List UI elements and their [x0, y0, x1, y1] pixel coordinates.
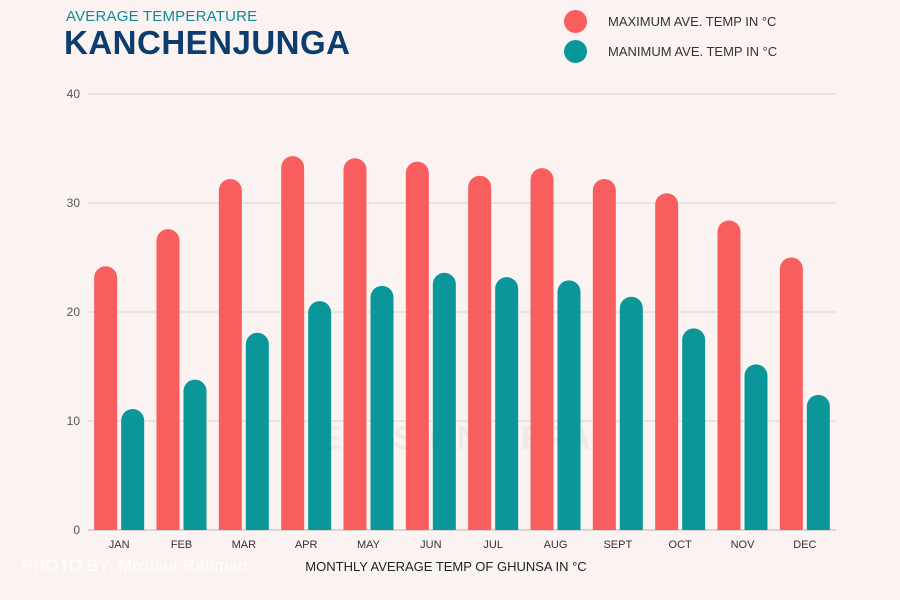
legend-label-max: MAXIMUM AVE. TEMP IN °C	[608, 14, 777, 29]
x-tick-label: AUG	[544, 539, 568, 551]
legend-label-min: MANIMUM AVE. TEMP IN °C	[608, 44, 778, 59]
bar-min	[370, 285, 394, 530]
bar-max	[343, 158, 367, 530]
x-axis-title: MONTHLY AVERAGE TEMP OF GHUNSA IN °C	[305, 559, 586, 574]
bar-max	[405, 161, 429, 530]
x-tick-label: JAN	[109, 539, 130, 551]
y-tick-label: 20	[67, 305, 81, 319]
y-tick-label: 30	[67, 196, 81, 210]
x-tick-label: JUN	[420, 539, 441, 551]
bar-min	[495, 277, 519, 530]
bar-max	[779, 257, 803, 530]
x-tick-label: MAR	[232, 539, 257, 551]
chart-title: KANCHENJUNGA	[64, 24, 351, 61]
bar-min	[245, 332, 269, 530]
x-tick-label: NOV	[731, 539, 756, 551]
bar-max	[468, 175, 492, 531]
bar-min	[432, 272, 456, 530]
x-tick-label: SEPT	[603, 539, 632, 551]
bar-max	[281, 156, 305, 530]
legend-swatch-min	[564, 40, 587, 63]
bar-max	[530, 168, 554, 530]
bar-min	[557, 280, 581, 530]
x-tick-label: OCT	[669, 539, 693, 551]
x-tick-label: FEB	[171, 539, 192, 551]
bar-max	[592, 179, 616, 530]
bar-min	[121, 409, 145, 530]
bar-min	[308, 301, 332, 530]
bar-max	[655, 193, 679, 531]
y-tick-label: 10	[67, 414, 81, 428]
bar-min	[806, 394, 830, 530]
bar-max	[156, 229, 180, 530]
bar-max	[717, 220, 741, 530]
x-tick-label: MAY	[357, 539, 381, 551]
bar-max	[94, 266, 118, 530]
chart-subtitle: AVERAGE TEMPERATURE	[66, 8, 258, 25]
photo-credit: PHOTO BY: Moshiur Rahman	[22, 556, 248, 575]
x-tick-label: APR	[295, 539, 318, 551]
x-tick-label: JUL	[483, 539, 503, 551]
bar-min	[183, 379, 207, 530]
x-tick-label: DEC	[793, 539, 816, 551]
bar-min	[619, 296, 643, 530]
bar-max	[218, 179, 242, 530]
bar-min	[744, 364, 768, 530]
bar-min	[682, 328, 706, 530]
legend-swatch-max	[564, 10, 587, 33]
y-tick-label: 40	[67, 87, 81, 101]
y-tick-label: 0	[73, 523, 80, 537]
